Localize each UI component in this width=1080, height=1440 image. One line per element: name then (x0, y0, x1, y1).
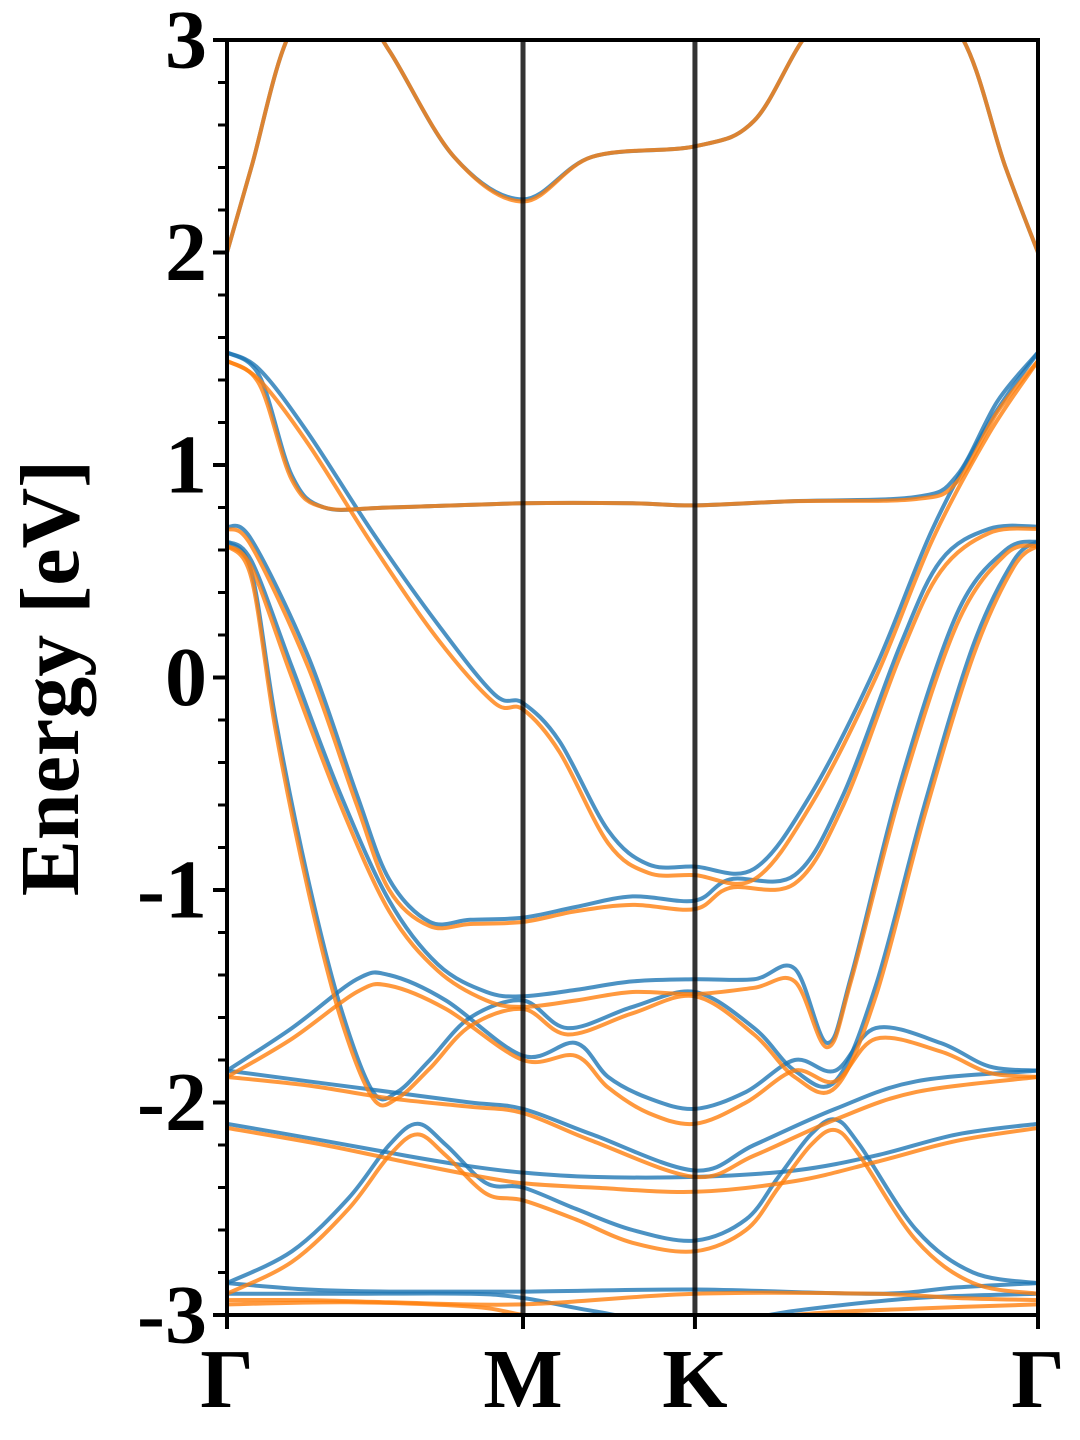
band-line-series2-1 (227, 40, 1038, 254)
y-tick-label: 2 (165, 206, 207, 299)
y-tick-label: -2 (137, 1056, 207, 1149)
band-line-series1-10 (227, 1117, 1038, 1286)
band-line-series2-9 (227, 1126, 1038, 1194)
band-line-series1-9 (227, 1121, 1038, 1180)
x-tick-label: Γ (1011, 1333, 1064, 1426)
band-line-series2-12 (227, 1300, 1038, 1315)
band-line-series1-4 (227, 523, 1038, 927)
band-line-series1-3 (227, 350, 1038, 513)
band-line-series1-5 (227, 539, 1038, 1045)
band-line-series1-7 (227, 970, 1038, 1111)
plot-frame (225, 38, 1040, 1317)
x-tick-label: Γ (200, 1333, 253, 1426)
band-line-series1-11 (227, 1281, 1038, 1296)
band-line-series2-8 (227, 1075, 1038, 1180)
y-tick-label: 0 (165, 631, 207, 724)
x-tick-label: M (483, 1333, 562, 1426)
band-line-series1-12 (227, 1291, 1038, 1315)
band-line-series1-2 (227, 350, 1038, 876)
band-line-series2-2 (227, 359, 1038, 886)
y-tick-label: 3 (165, 0, 207, 87)
band-line-series2-5 (227, 543, 1038, 1050)
high-symmetry-lines (520, 40, 698, 1315)
band-line-series2-6 (227, 544, 1038, 1108)
y-tick-label: -1 (137, 844, 207, 937)
y-axis-ticks: -3 -2 -1 0 1 2 3 (137, 0, 227, 1362)
y-axis-label: Energy [eV] (4, 460, 97, 896)
band-line-series2-3 (227, 359, 1038, 512)
band-line-series2-10 (227, 1127, 1038, 1296)
band-line-series1-1 (227, 40, 1038, 254)
y-tick-label: -3 (137, 1269, 207, 1362)
band-line-series2-4 (227, 526, 1038, 931)
band-lines (227, 40, 1038, 1315)
band-line-series2-7 (227, 982, 1038, 1127)
band-line-series1-8 (227, 1068, 1038, 1173)
x-tick-label: K (662, 1333, 727, 1426)
y-tick-label: 1 (165, 419, 207, 512)
band-line-series1-6 (227, 539, 1038, 1102)
